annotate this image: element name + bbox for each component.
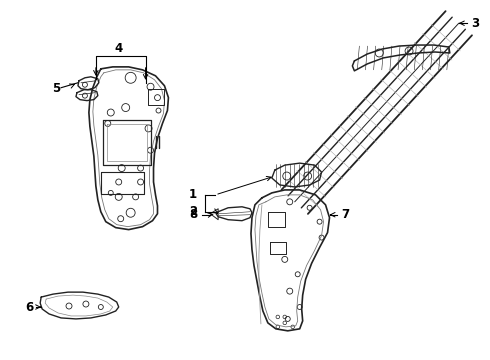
Text: 5: 5 [52,82,60,95]
Text: 6: 6 [25,301,33,314]
Text: 8: 8 [189,208,197,221]
Text: 4: 4 [115,41,123,54]
Text: 1: 1 [189,188,197,201]
Text: 2: 2 [189,205,197,218]
Text: 3: 3 [471,17,479,30]
Text: 7: 7 [342,208,349,221]
